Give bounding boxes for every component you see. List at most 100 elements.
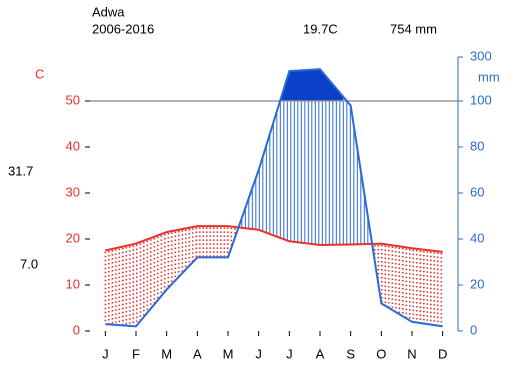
- arid-dot: [436, 284, 439, 287]
- arid-dot: [426, 263, 429, 265]
- arid-dot: [104, 255, 107, 258]
- arid-dot: [398, 263, 401, 266]
- arid-dot: [419, 250, 422, 253]
- arid-dot: [163, 277, 166, 280]
- arid-dot: [415, 261, 418, 264]
- arid-dot: [146, 252, 149, 255]
- arid-dot: [387, 249, 390, 252]
- arid-dot: [195, 235, 198, 238]
- arid-dot: [373, 248, 376, 251]
- arid-dot: [412, 297, 415, 300]
- arid-dot: [181, 266, 184, 268]
- arid-dot: [377, 244, 380, 247]
- arid-dot: [114, 249, 117, 252]
- arid-dot: [195, 227, 198, 230]
- arid-dot: [156, 292, 159, 295]
- arid-dot: [111, 294, 114, 296]
- arid-dot: [142, 261, 145, 264]
- arid-dot: [160, 239, 163, 242]
- arid-dot: [177, 242, 180, 245]
- arid-dot: [398, 279, 401, 282]
- arid-dot: [426, 303, 429, 305]
- arid-dot: [181, 254, 184, 256]
- arid-dot: [401, 291, 404, 294]
- arid-dot: [429, 259, 432, 262]
- side-label: 31.7: [8, 163, 33, 178]
- arid-dot: [426, 307, 429, 309]
- arid-dot: [440, 268, 443, 271]
- x-tick-label: A: [193, 346, 202, 361]
- arid-dot: [170, 268, 173, 270]
- y-tick-label: 30: [66, 184, 80, 199]
- arid-dot: [174, 251, 177, 254]
- arid-dot: [107, 274, 110, 277]
- arid-dot: [156, 284, 159, 287]
- arid-dot: [142, 305, 145, 308]
- arid-dot: [422, 294, 425, 297]
- arid-dot: [412, 281, 415, 284]
- arid-dot: [167, 276, 170, 279]
- arid-dot: [384, 249, 387, 252]
- arid-dot: [160, 263, 163, 265]
- arid-dot: [398, 271, 401, 274]
- arid-dot: [128, 266, 131, 268]
- arid-dot: [111, 266, 114, 268]
- arid-dot: [153, 289, 156, 292]
- arid-dot: [125, 286, 128, 289]
- arid-dot: [107, 298, 110, 301]
- arid-dot: [114, 281, 117, 284]
- arid-dot: [153, 265, 156, 268]
- arid-dot: [107, 310, 110, 313]
- arid-dot: [184, 233, 187, 236]
- arid-dot: [377, 264, 380, 267]
- arid-dot: [125, 310, 128, 313]
- arid-dot: [149, 291, 152, 293]
- arid-dot: [167, 260, 170, 263]
- arid-dot: [436, 256, 439, 259]
- arid-dot: [125, 290, 128, 293]
- arid-dot: [121, 295, 124, 298]
- arid-dot: [128, 322, 131, 324]
- arid-dot: [128, 318, 131, 320]
- arid-dot: [384, 245, 387, 248]
- arid-dot: [398, 299, 401, 302]
- arid-dot: [139, 287, 142, 289]
- arid-dot: [212, 247, 215, 250]
- arid-dot: [132, 249, 135, 252]
- arid-dot: [401, 295, 404, 298]
- arid-dot: [405, 280, 408, 283]
- arid-dot: [132, 285, 135, 288]
- arid-dot: [412, 253, 415, 256]
- arid-dot: [419, 266, 422, 269]
- arid-dot: [181, 238, 184, 240]
- arid-dot: [422, 290, 425, 293]
- arid-dot: [104, 319, 107, 322]
- arid-dot: [440, 288, 443, 291]
- arid-dot: [170, 272, 173, 274]
- arid-dot: [377, 252, 380, 255]
- arid-dot: [398, 303, 401, 306]
- arid-dot: [128, 278, 131, 280]
- chart-title: Adwa: [92, 4, 125, 19]
- arid-dot: [387, 261, 390, 264]
- arid-dot: [433, 255, 436, 258]
- arid-dot: [160, 279, 163, 281]
- arid-dot: [107, 282, 110, 285]
- arid-dot: [153, 273, 156, 276]
- arid-dot: [128, 262, 131, 264]
- y-tick-label: 10: [66, 276, 80, 291]
- arid-dot: [191, 240, 194, 242]
- arid-dot: [387, 297, 390, 300]
- arid-dot: [205, 227, 208, 230]
- arid-dot: [422, 310, 425, 313]
- arid-dot: [111, 250, 114, 252]
- arid-dot: [212, 251, 215, 254]
- arid-dot: [121, 275, 124, 278]
- arid-dot: [394, 290, 397, 293]
- arid-dot: [391, 250, 394, 253]
- arid-dot: [191, 236, 194, 238]
- arid-dot: [160, 271, 163, 273]
- arid-dot: [177, 266, 180, 269]
- x-tick-label: N: [407, 346, 416, 361]
- arid-dot: [170, 236, 173, 238]
